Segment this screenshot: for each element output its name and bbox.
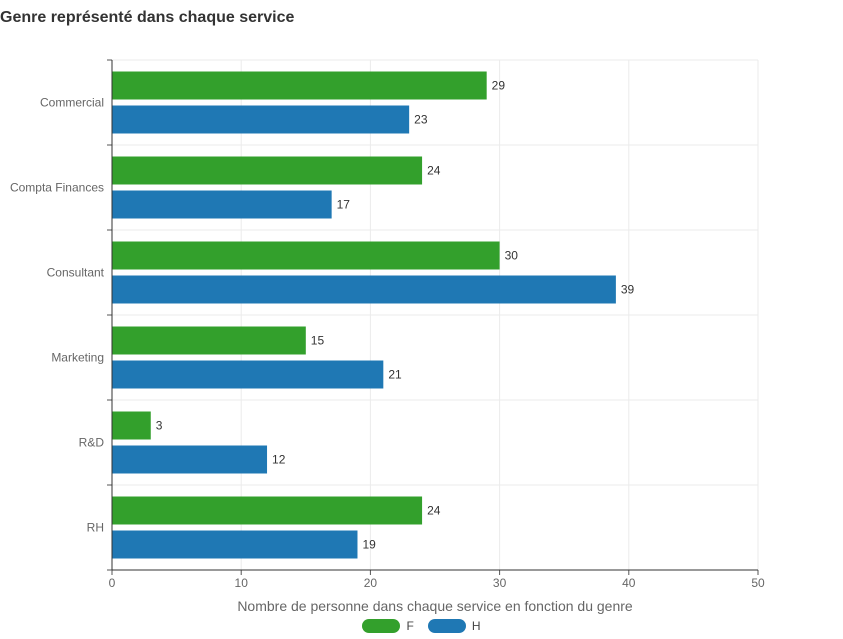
y-tick-label: Consultant <box>47 266 105 280</box>
x-axis-title: Nombre de personne dans chaque service e… <box>237 598 633 614</box>
bar-h <box>112 445 268 474</box>
bar-h <box>112 275 616 304</box>
bar-f <box>112 496 423 525</box>
bar-f <box>112 326 306 355</box>
x-tick-label: 10 <box>235 576 249 590</box>
y-tick-label: Marketing <box>51 351 104 365</box>
y-tick-label: RH <box>87 521 104 535</box>
legend-label: F <box>406 619 414 633</box>
gridlines <box>111 59 759 571</box>
data-label: 24 <box>427 164 441 178</box>
data-label: 29 <box>492 79 506 93</box>
chart-title: Genre représenté dans chaque service <box>0 9 295 26</box>
x-tick-label: 20 <box>364 576 378 590</box>
data-label: 21 <box>388 368 402 382</box>
data-label: 24 <box>427 504 441 518</box>
x-tick-label: 50 <box>751 576 765 590</box>
bar-f <box>112 411 151 440</box>
y-tick-label: Compta Finances <box>10 181 104 195</box>
bar-h <box>112 105 410 134</box>
data-label: 23 <box>414 113 428 127</box>
bar-h <box>112 530 358 559</box>
legend-item-h[interactable]: H <box>427 619 481 633</box>
legend-swatch <box>362 619 401 633</box>
data-label: 17 <box>337 198 351 212</box>
legend-label: H <box>471 619 481 633</box>
data-label: 3 <box>156 419 163 433</box>
x-tick-label: 40 <box>622 576 636 590</box>
x-tick-label: 30 <box>493 576 507 590</box>
data-label: 15 <box>311 334 325 348</box>
bars: 29 23 24 17 30 39 15 21 3 12 24 19 <box>112 71 635 559</box>
bar-f <box>112 71 487 100</box>
y-tick-label: Commercial <box>40 96 104 110</box>
legend-item-f[interactable]: F <box>362 619 414 633</box>
data-label: 39 <box>621 283 635 297</box>
data-label: 12 <box>272 453 286 467</box>
legend-swatch <box>427 619 466 633</box>
bar-f <box>112 156 423 185</box>
bar-h <box>112 190 332 219</box>
data-label: 30 <box>505 249 519 263</box>
x-tick-label: 0 <box>109 576 116 590</box>
data-label: 19 <box>362 538 376 552</box>
bar-f <box>112 241 500 270</box>
bar-h <box>112 360 384 389</box>
axes: 0 10 20 30 40 50 Commercial Compta Finances Cons… <box>10 59 765 590</box>
y-tick-label: R&D <box>79 436 105 450</box>
